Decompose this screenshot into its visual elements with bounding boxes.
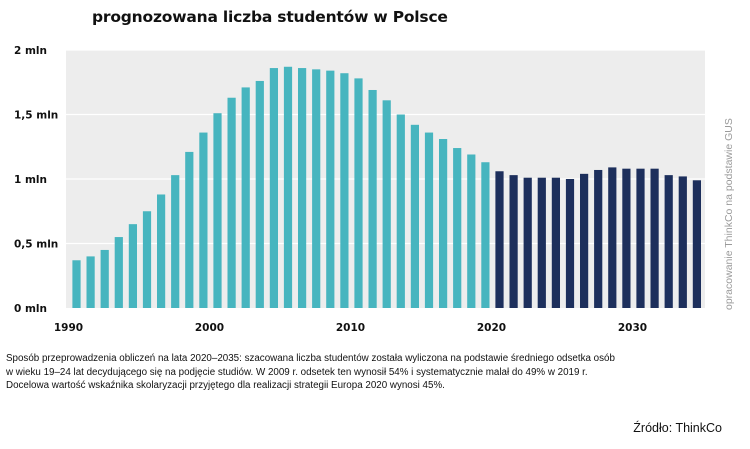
- bar-2019: [481, 162, 490, 308]
- bar-2022: [523, 177, 532, 308]
- x-tick-label: 1990: [54, 322, 83, 334]
- y-tick-label: 0,5 mln: [14, 239, 58, 251]
- bar-2007: [312, 69, 321, 308]
- bar-2031: [650, 168, 659, 308]
- bar-2023: [537, 177, 546, 308]
- bar-2029: [622, 168, 631, 308]
- bar-2003: [255, 80, 264, 309]
- bar-2009: [340, 73, 349, 308]
- methodology-note: Sposób przeprowadzenia obliczeń na lata …: [6, 352, 746, 393]
- x-tick-label: 2000: [195, 322, 224, 334]
- bar-2032: [664, 175, 673, 308]
- bars: [72, 66, 701, 309]
- bar-1997: [171, 175, 180, 308]
- note-line: Sposób przeprowadzenia obliczeń na lata …: [6, 353, 615, 364]
- bar-2014: [410, 124, 419, 308]
- y-tick-label: 1,5 mln: [14, 110, 58, 122]
- x-tick-label: 2010: [336, 322, 365, 334]
- bar-2012: [382, 100, 391, 308]
- note-line: Docelowa wartość wskaźnika skolaryzacji …: [6, 380, 445, 392]
- bar-2010: [354, 78, 363, 308]
- x-tick-label: 2030: [618, 322, 647, 334]
- side-credit: opracowanie ThinkCo na podstawie GUS: [723, 118, 735, 310]
- chart-title: prognozowana liczba studentów w Polsce: [92, 8, 448, 26]
- x-axis-ticks: 1990 2000 2010 2020 2030: [54, 322, 647, 334]
- bar-2033: [678, 176, 687, 308]
- bar-2028: [608, 167, 617, 308]
- bar-2021: [509, 175, 518, 308]
- bar-2015: [424, 132, 434, 308]
- bar-1992: [100, 249, 109, 308]
- y-tick-label: 2 mln: [14, 45, 47, 57]
- bar-2008: [326, 70, 335, 308]
- bar-2011: [368, 89, 377, 309]
- bar-1993: [114, 237, 123, 308]
- bar-2000: [213, 113, 222, 309]
- bar-1991: [86, 256, 95, 308]
- y-axis-ticks: 0 mln 0,5 mln 1 mln 1,5 mln 2 mln: [14, 45, 58, 315]
- bar-1990: [72, 260, 81, 308]
- bar-2002: [241, 87, 250, 308]
- y-tick-label: 0 mln: [14, 303, 47, 315]
- bar-2026: [580, 173, 589, 308]
- source-label: Źródło: ThinkCo: [633, 421, 722, 435]
- bar-1998: [185, 151, 194, 308]
- bar-1996: [157, 194, 166, 308]
- note-line: w wieku 19–24 lat decydującego się na po…: [6, 366, 588, 378]
- bar-2024: [551, 177, 560, 308]
- bar-2018: [467, 154, 476, 308]
- bar-2006: [298, 68, 307, 308]
- bar-2025: [565, 179, 575, 308]
- y-tick-label: 1 mln: [14, 174, 47, 186]
- bar-2013: [396, 114, 405, 308]
- bar-2027: [594, 169, 603, 308]
- bar-2016: [439, 139, 448, 308]
- bar-2017: [453, 148, 462, 308]
- x-tick-label: 2020: [477, 322, 506, 334]
- bar-1999: [199, 132, 208, 308]
- bar-1995: [142, 211, 152, 308]
- bar-2030: [636, 168, 645, 308]
- bar-2001: [227, 97, 236, 308]
- bar-2034: [692, 180, 701, 308]
- bar-1994: [128, 224, 137, 308]
- bar-2004: [269, 68, 278, 308]
- bar-2020: [495, 171, 504, 308]
- bar-2005: [283, 66, 293, 309]
